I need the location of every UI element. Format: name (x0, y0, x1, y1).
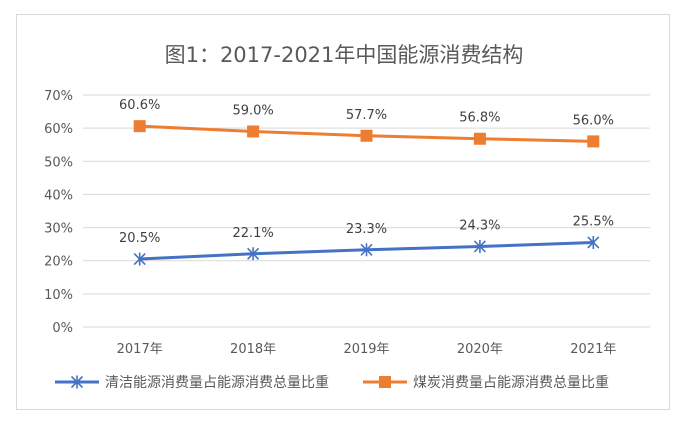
data-point (473, 239, 486, 253)
y-tick-label: 40% (44, 188, 73, 203)
x-tick-label: 2020年 (457, 342, 503, 357)
legend-marker (70, 375, 84, 389)
data-point (133, 252, 146, 266)
legend-item: 煤炭消费量占能源消费总量比重 (363, 375, 609, 391)
legend-marker (379, 376, 391, 388)
chart-frame: 图1：2017-2021年中国能源消费结构 0% 10% 20% 30% 40% 50% 6… (16, 14, 670, 410)
series-2: 60.6% 59.0% 57.7% 56.8% 56.0% (119, 98, 614, 148)
data-label: 23.3% (346, 222, 387, 237)
y-tick-label: 70% (44, 89, 73, 104)
legend-item: 清洁能源消费量占能源消费总量比重 (55, 375, 329, 391)
series-1: 20.5% 22.1% 23.3% 24.3% 25.5% (119, 214, 614, 266)
y-tick-label: 10% (44, 288, 73, 303)
data-label: 60.6% (119, 98, 160, 113)
y-tick-label: 20% (44, 255, 73, 270)
y-tick-label: 50% (44, 155, 73, 170)
y-axis-ticks: 0% 10% 20% 30% 40% 50% 60% 70% (44, 89, 73, 336)
legend: 清洁能源消费量占能源消费总量比重 煤炭消费量占能源消费总量比重 (55, 375, 609, 391)
x-axis-ticks: 2017年 2018年 2019年 2020年 2021年 (117, 342, 617, 357)
data-label: 24.3% (459, 218, 500, 233)
x-tick-label: 2021年 (570, 342, 616, 357)
line-chart: 图1：2017-2021年中国能源消费结构 0% 10% 20% 30% 40% 50% 6… (44, 43, 650, 391)
legend-label: 煤炭消费量占能源消费总量比重 (413, 375, 609, 391)
data-point (360, 129, 373, 142)
legend-label: 清洁能源消费量占能源消费总量比重 (105, 375, 329, 391)
data-point (587, 235, 600, 249)
y-tick-label: 60% (44, 122, 73, 137)
data-label: 59.0% (232, 103, 273, 118)
x-tick-label: 2019年 (343, 342, 389, 357)
data-label: 20.5% (119, 231, 160, 246)
data-label: 56.8% (459, 111, 500, 126)
y-tick-label: 0% (52, 321, 73, 336)
data-point (473, 132, 486, 145)
data-label: 56.0% (573, 113, 614, 128)
y-tick-label: 30% (44, 222, 73, 237)
data-label: 57.7% (346, 108, 387, 123)
series-layer: 20.5% 22.1% 23.3% 24.3% 25.5% 60.6% 59.0% 57.7%… (119, 98, 614, 266)
data-label: 22.1% (232, 226, 273, 241)
x-tick-label: 2017年 (117, 342, 163, 357)
data-label: 25.5% (573, 214, 614, 229)
chart-title: 图1：2017-2021年中国能源消费结构 (165, 43, 524, 67)
data-point (247, 125, 260, 138)
x-tick-label: 2018年 (230, 342, 276, 357)
data-point (587, 135, 600, 148)
data-point (247, 247, 260, 261)
data-point (133, 120, 146, 133)
data-point (360, 243, 373, 257)
